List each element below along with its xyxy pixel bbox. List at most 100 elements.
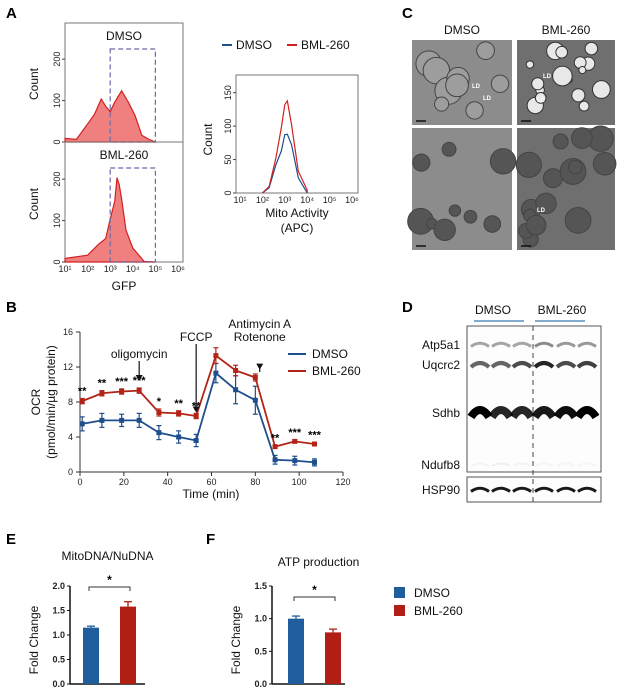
panel-label-d: D	[402, 299, 413, 316]
western-blot: DMSO BML-260 Atp5a1 Uqcrc2 Sdhb Ndufb8 H…	[421, 303, 602, 503]
protein-band	[553, 406, 579, 420]
protein-band	[534, 341, 554, 348]
ld-marker: LD	[537, 98, 546, 104]
histogram-gfp_dmso: DMSO 0 100 200 Count	[27, 22, 184, 145]
x-tick-label: 80	[250, 477, 260, 487]
organelle	[483, 215, 502, 233]
data-point	[136, 388, 142, 394]
organelle	[412, 153, 431, 172]
protein-band	[512, 486, 532, 493]
x-tick-label: 10⁶	[345, 195, 359, 205]
protein-band	[491, 341, 511, 348]
data-point	[292, 438, 298, 444]
y-tick-label: 150	[223, 85, 233, 100]
protein-band	[534, 486, 554, 493]
y-tick-label: 1.5	[52, 606, 65, 616]
data-point	[176, 410, 182, 416]
data-point	[292, 458, 298, 464]
data-point	[233, 368, 239, 373]
protein-band	[531, 406, 557, 420]
significance-marker: **	[271, 432, 280, 444]
protein-band	[491, 462, 511, 467]
protein-band	[574, 406, 600, 420]
treatment-annotation: FCCP	[180, 330, 213, 344]
data-point	[252, 397, 258, 403]
legend-label: BML-260	[312, 364, 361, 378]
histogram-mito: 0 50 100 150 Count 10¹ 10² 10³ 10⁴ 10⁵ 10⁶ Mito Act…	[201, 38, 359, 235]
chart-title: ATP production	[278, 555, 360, 569]
chart-title: MitoDNA/NuDNA	[61, 549, 153, 563]
em-image	[517, 40, 615, 125]
legend-label-dmso: DMSO	[414, 586, 450, 600]
protein-band	[491, 486, 511, 493]
x-tick-label: 10¹	[233, 195, 246, 205]
protein-band	[556, 341, 576, 348]
x-tick-label: 100	[292, 477, 307, 487]
ld-marker: LD	[537, 208, 546, 214]
arrow-head	[256, 363, 264, 370]
x-tick-label: 60	[206, 477, 216, 487]
y-tick-label: 8	[68, 397, 73, 407]
band-label-uqcrc2: Uqcrc2	[422, 358, 460, 372]
x-tick-label: 0	[77, 477, 82, 487]
data-point	[312, 441, 318, 447]
blot-group-bml: BML-260	[538, 303, 587, 317]
arrow-head	[135, 375, 143, 381]
gate-box	[109, 167, 156, 263]
legend-label: BML-260	[301, 38, 350, 52]
data-point	[176, 434, 182, 440]
organelle	[515, 151, 542, 178]
y-tick-label: 0.5	[52, 655, 65, 665]
protein-band	[490, 361, 512, 369]
x-tick-label: 10⁵	[323, 195, 337, 205]
y-tick-label: 0	[52, 139, 62, 144]
x-axis-label: GFP	[112, 279, 137, 293]
protein-band	[511, 361, 533, 369]
significance-bracket	[88, 586, 131, 591]
treatment-annotation: Antimycin A	[228, 317, 291, 331]
x-tick-label: 10⁴	[300, 195, 314, 205]
organelle	[525, 214, 547, 236]
histogram-title: DMSO	[106, 29, 142, 43]
blot-frame	[466, 325, 602, 473]
y-tick-label: 200	[52, 52, 62, 67]
y-tick-label: 0	[68, 467, 73, 477]
y-axis-label: Count	[27, 187, 41, 220]
lipid-droplet	[555, 45, 569, 59]
protein-band	[577, 341, 597, 348]
y-axis-label-2: (pmol/min/µg protein)	[44, 345, 58, 459]
organelle	[476, 41, 495, 61]
y-tick-label: 50	[223, 155, 233, 165]
y-tick-label: 1.0	[254, 614, 267, 624]
data-point	[156, 430, 162, 436]
blot-group-dmso: DMSO	[475, 303, 511, 317]
em-image	[407, 128, 517, 250]
panel-label-a: A	[6, 5, 17, 22]
x-tick-label: 20	[119, 477, 129, 487]
protein-band	[576, 361, 598, 369]
organelle	[552, 133, 569, 150]
data-point	[213, 353, 219, 359]
arrow-head	[192, 406, 200, 413]
y-tick-label: 100	[52, 93, 62, 108]
data-point	[193, 438, 199, 443]
data-point	[99, 390, 105, 396]
band-label-ndufb8: Ndufb8	[421, 458, 460, 472]
y-tick-label: 2.0	[52, 581, 65, 591]
organelle	[567, 159, 583, 175]
protein-band	[470, 462, 490, 467]
series-bml	[261, 99, 308, 194]
significance-marker: **	[78, 386, 87, 398]
x-tick-label: 10²	[81, 264, 94, 274]
data-point	[99, 417, 105, 423]
legend-swatch-bml	[394, 605, 405, 616]
ocr-chart: 0 4 8 12 16 0 20 40 60 80 100 120 Time (min) OCR (pmol…	[29, 317, 361, 501]
y-tick-label: 0.5	[254, 646, 267, 656]
y-tick-label: 0	[223, 190, 233, 195]
x-tick-label: 120	[335, 477, 350, 487]
significance-marker: *	[107, 573, 112, 587]
x-tick-label: 40	[163, 477, 173, 487]
ld-marker: LD	[472, 84, 481, 90]
x-tick-label: 10⁵	[149, 264, 163, 274]
